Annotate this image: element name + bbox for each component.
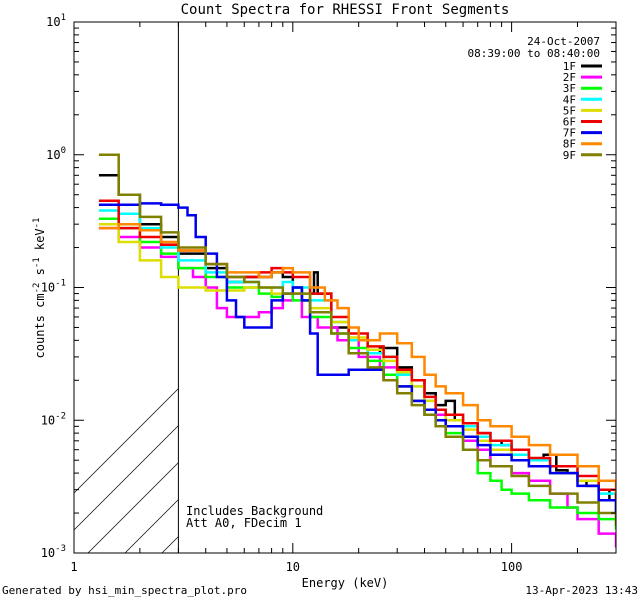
y-axis-label: counts cm-2 s-1 keV-1 bbox=[32, 218, 47, 359]
annotation-background: Includes Background bbox=[186, 504, 323, 518]
series-line-9F bbox=[98, 153, 616, 526]
x-tick-label: 100 bbox=[501, 560, 523, 574]
y-tick-label: 10-3 bbox=[41, 544, 66, 560]
legend-label-1F: 1F bbox=[563, 60, 576, 73]
y-tick-label: 10-2 bbox=[41, 411, 66, 427]
chart-title: Count Spectra for RHESSI Front Segments bbox=[181, 2, 510, 18]
legend-label-5F: 5F bbox=[563, 104, 576, 117]
legend-label-2F: 2F bbox=[563, 71, 576, 84]
legend-label-3F: 3F bbox=[563, 82, 576, 95]
y-tick-label: 101 bbox=[46, 13, 66, 29]
y-tick-label: 100 bbox=[46, 146, 66, 162]
legend-label-9F: 9F bbox=[563, 149, 576, 162]
hatched-region bbox=[74, 22, 616, 553]
annotation-attenuator: Att A0, FDecim 1 bbox=[186, 516, 302, 530]
legend-label-6F: 6F bbox=[563, 116, 576, 129]
series-layer bbox=[98, 153, 616, 548]
date-label: 24-Oct-2007 bbox=[527, 35, 600, 48]
x-axis-label: Energy (keV) bbox=[302, 576, 389, 590]
series-line-7F bbox=[98, 202, 616, 513]
legend-label-4F: 4F bbox=[563, 93, 576, 106]
x-tick-label: 10 bbox=[286, 560, 300, 574]
axes: 1 10 100 10-3 10-2 10-1 100 101 bbox=[41, 13, 617, 574]
x-tick-label: 1 bbox=[70, 560, 77, 574]
y-tick-label: 10-1 bbox=[41, 279, 66, 295]
legend-label-8F: 8F bbox=[563, 138, 576, 151]
time-range-label: 08:39:00 to 08:40:00 bbox=[468, 47, 600, 60]
generated-by-label: Generated by hsi_min_spectra_plot.pro bbox=[2, 584, 247, 597]
timestamp-label: 13-Apr-2023 13:43 bbox=[525, 584, 638, 597]
legend-label-7F: 7F bbox=[563, 127, 576, 140]
